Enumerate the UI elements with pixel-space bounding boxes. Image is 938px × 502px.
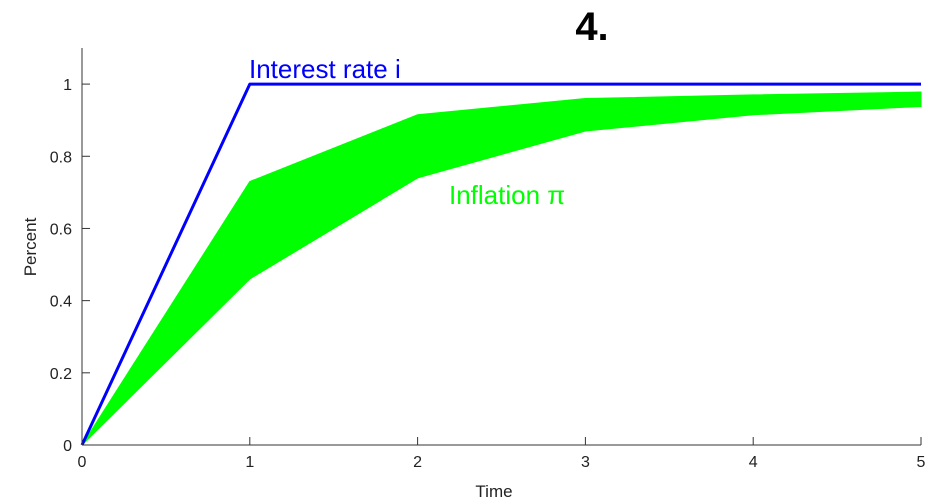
y-tick-label: 1	[63, 77, 72, 94]
y-tick-label: 0.2	[50, 366, 72, 383]
x-tick-label: 0	[78, 454, 87, 471]
x-tick-label: 5	[917, 454, 926, 471]
chart-title: 4.	[575, 5, 608, 49]
y-axis-title: Percent	[21, 217, 40, 276]
y-tick-label: 0.8	[50, 149, 72, 166]
x-axis-title: Time	[475, 482, 512, 501]
x-tick-label: 3	[581, 454, 590, 471]
interest-rate-line	[80, 82, 921, 446]
inflation-label: Inflation π	[449, 180, 565, 210]
y-tick-label: 0	[63, 438, 72, 455]
inflation-band	[81, 91, 922, 446]
x-tick-label: 2	[413, 454, 422, 471]
y-tick-label: 0.4	[50, 294, 72, 311]
interest-rate-label: Interest rate i	[249, 54, 401, 84]
x-tick-label: 1	[245, 454, 254, 471]
x-tick-label: 4	[749, 454, 758, 471]
y-tick-label: 0.6	[50, 221, 72, 238]
